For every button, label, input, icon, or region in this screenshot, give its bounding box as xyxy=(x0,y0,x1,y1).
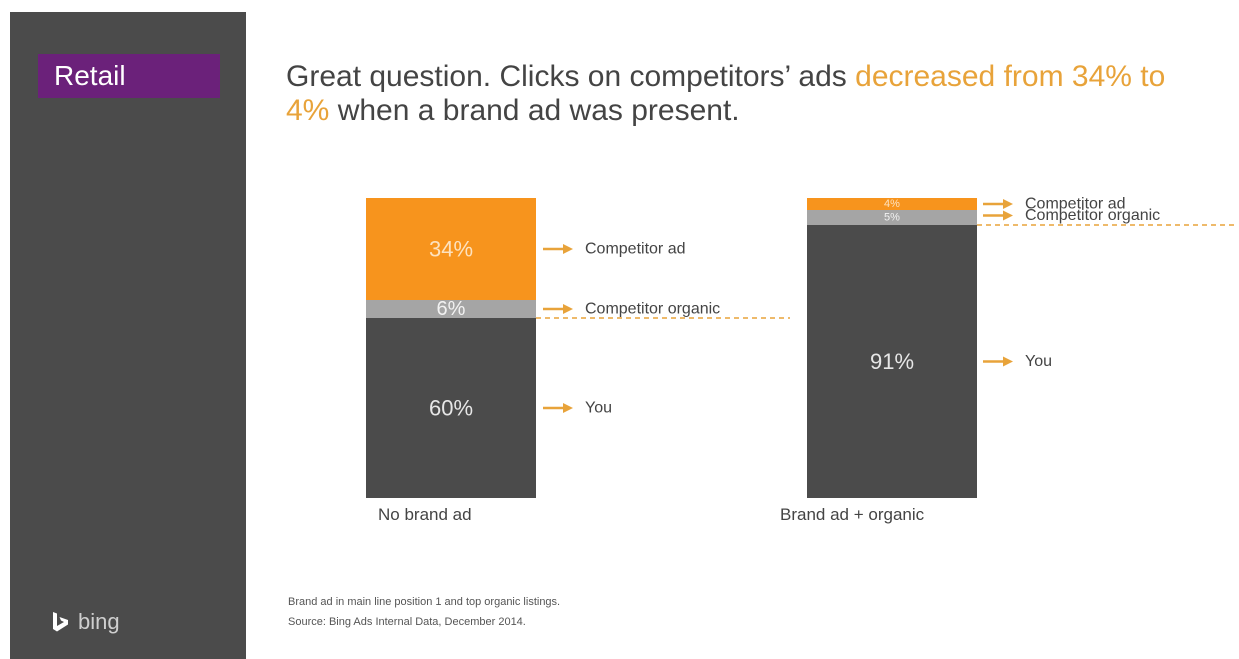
data-label: 34% xyxy=(429,237,473,262)
brand-name: bing xyxy=(78,609,120,634)
arrow-head-icon xyxy=(563,304,573,314)
arrow-head-icon xyxy=(1003,210,1013,221)
series-label: You xyxy=(1025,353,1052,370)
headline-text-end: when a brand ad was present. xyxy=(329,94,740,127)
data-label: 60% xyxy=(429,396,473,421)
headline-highlight: decreased from 34% to 4% xyxy=(286,60,1166,127)
bar-segment-competitor-organic xyxy=(366,300,536,318)
section-label: Retail xyxy=(38,54,220,98)
brand-logo: bing xyxy=(52,607,120,637)
data-label: 4% xyxy=(884,198,900,210)
arrow-head-icon xyxy=(563,403,573,413)
bar-segment-competitor-ad xyxy=(366,198,536,300)
bar-segment-you xyxy=(807,225,977,498)
series-label: Competitor organic xyxy=(585,301,720,318)
data-label: 91% xyxy=(870,349,914,374)
data-label: 5% xyxy=(884,212,900,224)
arrow-head-icon xyxy=(563,244,573,254)
headline: Great question. Clicks on competitors’ a… xyxy=(286,60,1216,128)
series-label: Competitor organic xyxy=(1025,207,1160,224)
category-label: No brand ad xyxy=(378,505,472,524)
sidebar xyxy=(10,12,246,659)
bar-segment-competitor-organic xyxy=(807,210,977,225)
bar-segment-you xyxy=(366,318,536,498)
category-label: Brand ad + organic xyxy=(780,505,925,524)
arrow-head-icon xyxy=(1003,199,1013,209)
footnote-line-1: Brand ad in main line position 1 and top… xyxy=(288,596,561,608)
data-label: 6% xyxy=(437,298,466,320)
footnote-line-2: Source: Bing Ads Internal Data, December… xyxy=(288,616,526,628)
arrow-head-icon xyxy=(1003,356,1013,367)
bar-segment-competitor-ad xyxy=(807,198,977,210)
footnote: Brand ad in main line position 1 and top… xyxy=(288,592,560,632)
series-label: Competitor ad xyxy=(1025,196,1126,213)
bing-logo-icon xyxy=(52,611,70,633)
headline-text-start: Great question. Clicks on competitors’ a… xyxy=(286,60,856,93)
series-label: You xyxy=(585,400,612,417)
series-label: Competitor ad xyxy=(585,241,686,258)
